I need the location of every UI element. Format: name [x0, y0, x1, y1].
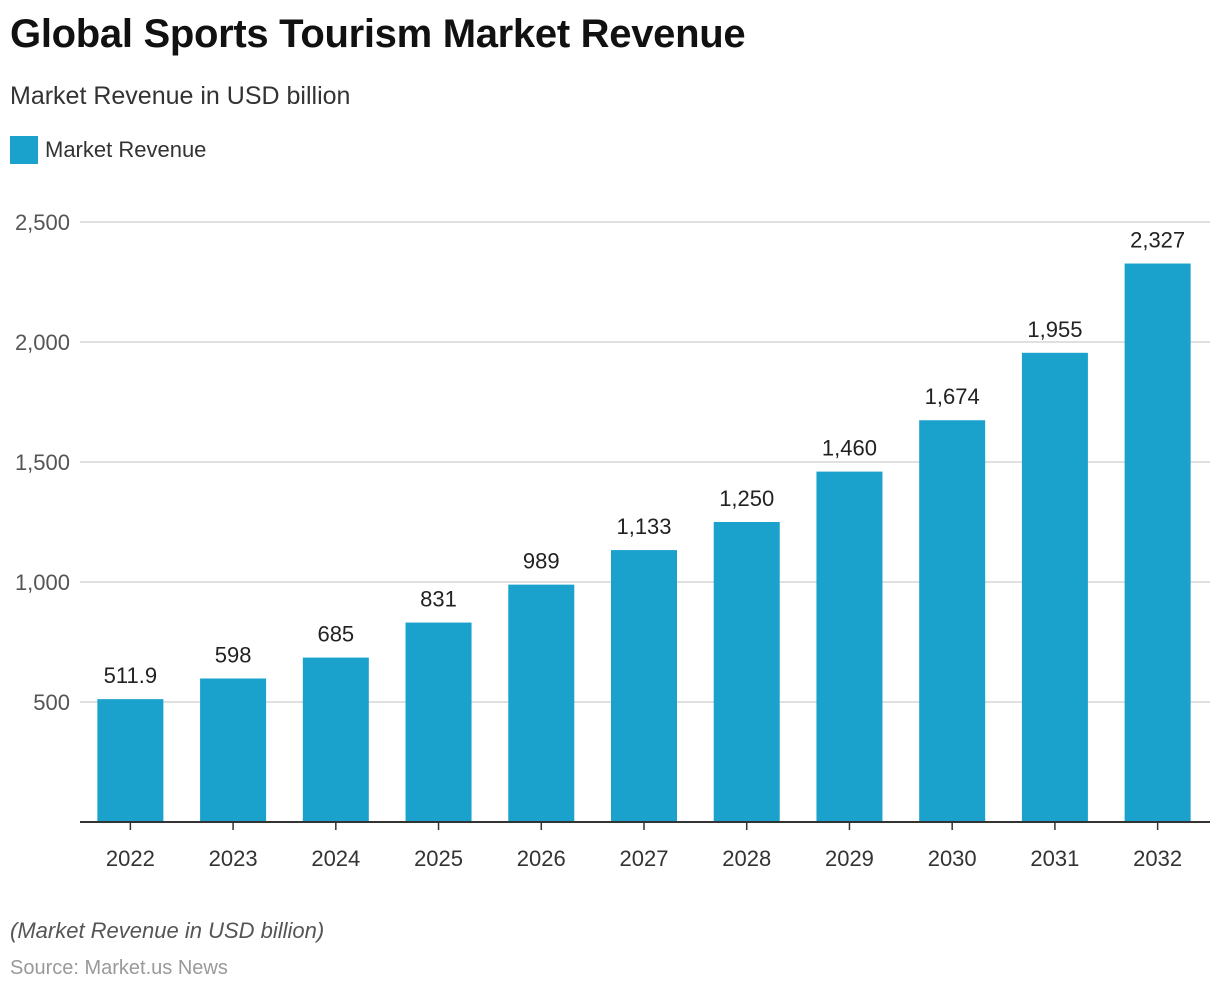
x-tick-label: 2032	[1133, 846, 1182, 871]
data-label: 1,133	[616, 514, 671, 539]
bar	[1124, 263, 1191, 822]
chart-title: Global Sports Tourism Market Revenue	[10, 12, 746, 56]
legend: Market Revenue	[10, 136, 206, 164]
y-tick-label: 1,500	[15, 450, 70, 475]
bar	[97, 699, 164, 822]
y-tick-label: 2,000	[15, 330, 70, 355]
data-label: 989	[523, 549, 560, 574]
y-tick-label: 2,500	[15, 210, 70, 235]
chart-note: (Market Revenue in USD billion)	[10, 918, 325, 943]
bar	[1021, 352, 1088, 822]
y-tick-label: 500	[33, 690, 70, 715]
legend-swatch	[10, 136, 38, 164]
data-label: 1,955	[1027, 317, 1082, 342]
x-tick-label: 2025	[414, 846, 463, 871]
data-label: 1,460	[822, 436, 877, 461]
bar	[302, 657, 369, 822]
data-label: 598	[215, 642, 252, 667]
bar	[713, 522, 780, 822]
data-label: 831	[420, 587, 457, 612]
x-tick-label: 2028	[722, 846, 771, 871]
x-tick-label: 2026	[517, 846, 566, 871]
chart-subtitle: Market Revenue in USD billion	[10, 82, 351, 110]
data-label: 1,674	[925, 384, 980, 409]
bar	[611, 550, 677, 822]
bar	[508, 584, 575, 822]
data-label: 685	[317, 622, 354, 647]
legend-label: Market Revenue	[45, 137, 207, 162]
bar	[200, 678, 267, 822]
x-tick-label: 2031	[1030, 846, 1079, 871]
bar	[919, 420, 986, 822]
bar	[816, 471, 883, 822]
x-tick-label: 2030	[928, 846, 977, 871]
x-tick-label: 2029	[825, 846, 874, 871]
x-tick-label: 2027	[620, 846, 669, 871]
chart-source: Source: Market.us News	[10, 957, 228, 979]
data-label: 511.9	[104, 663, 157, 688]
x-tick-label: 2022	[106, 846, 155, 871]
data-label: 1,250	[719, 486, 774, 511]
data-label: 2,327	[1130, 228, 1185, 253]
x-tick-label: 2024	[311, 846, 360, 871]
y-tick-label: 1,000	[15, 570, 70, 595]
x-tick-label: 2023	[209, 846, 258, 871]
bar	[405, 622, 472, 822]
bar-chart: 500 1,000 1,500 2,000 2,500 511.9 2022 598 2023 6…	[15, 210, 1210, 871]
